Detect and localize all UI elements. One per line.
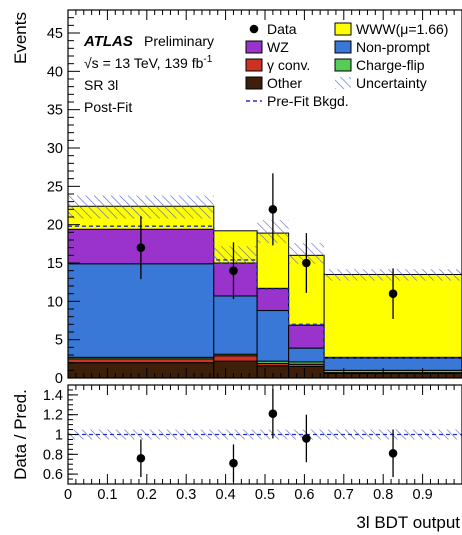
ratio-point <box>388 449 398 458</box>
ratio-y-tick-label: 0.6 <box>43 467 63 483</box>
y-tick-label: 45 <box>47 26 63 42</box>
legend-label: Uncertainty <box>356 75 427 91</box>
region-text: SR 3l <box>84 77 118 93</box>
energy-lumi-main: √s = 13 TeV, 139 fb <box>84 55 204 71</box>
ratio-panel: 0.6 0.8 1 1.2 1.4 0 0.1 0.2 0.3 0.4 0.5 0.6 0.7 0.8 0.… <box>11 384 462 532</box>
preliminary-text: Preliminary <box>144 33 214 49</box>
legend-label: Pre-Fit Bkgd. <box>267 93 349 109</box>
ratio-point <box>136 453 146 463</box>
ratio-y-tick-label: 1.2 <box>43 408 63 424</box>
x-axis-title: 3l BDT output <box>356 513 460 532</box>
legend-label: Non-prompt <box>356 39 430 55</box>
x-tick-label: 0.5 <box>255 487 275 503</box>
legend-swatch <box>245 40 263 54</box>
x-tick-label: 0 <box>64 487 72 503</box>
atlas-label: ATLAS Preliminary √s = 13 TeV, 139 fb-1 … <box>83 33 214 115</box>
data-point <box>388 289 398 298</box>
ratio-point <box>268 409 278 419</box>
legend-label: WZ <box>267 39 289 55</box>
stack-bar-nonprompt <box>67 263 215 358</box>
uncertainty-band <box>213 246 258 269</box>
legend-swatch <box>245 76 263 90</box>
fit-text: Post-Fit <box>84 99 132 115</box>
stack-bar-conv <box>67 358 215 364</box>
stack-bar-other <box>67 362 215 379</box>
legend-label: Charge-flip <box>356 57 425 73</box>
legend-swatch <box>334 58 352 72</box>
y-tick-label: 0 <box>55 371 63 387</box>
y-tick-label: 5 <box>55 333 63 349</box>
y-tick-label: 30 <box>47 141 63 157</box>
ratio-y-tick-label: 1 <box>55 428 63 444</box>
x-tick-label: 0.4 <box>216 487 236 503</box>
stack-bar-nonprompt <box>323 357 462 371</box>
legend-label: WWW(μ=1.66) <box>356 21 448 37</box>
legend: Data WWW(μ=1.66) WZ Non-prompt γ conv. Charge… <box>245 21 448 109</box>
legend-label: γ conv. <box>267 57 310 73</box>
data-point <box>229 266 238 275</box>
ratio-y-tick-label: 1.4 <box>43 388 63 404</box>
stack-bar-nonprompt <box>288 347 325 363</box>
stack-bar-other <box>213 360 258 379</box>
ratio-y-tick-label: 0.8 <box>43 447 63 463</box>
x-tick-label: 0.7 <box>334 487 354 503</box>
x-tick-label: 0.3 <box>176 487 196 503</box>
stack-bar-other <box>288 366 325 379</box>
y-tick-label: 15 <box>47 256 63 272</box>
x-tick-label: 0.2 <box>137 487 157 503</box>
stack-bar-nonprompt <box>213 295 258 355</box>
stack-bar-nonprompt <box>256 310 290 362</box>
stack-bar-conv <box>213 355 258 362</box>
y-tick-label: 25 <box>47 179 63 195</box>
energy-lumi-sup: -1 <box>203 54 212 65</box>
prefit-bkgd-line <box>68 225 462 359</box>
x-tick-label: 0.6 <box>294 487 314 503</box>
ratio-point <box>229 458 238 468</box>
y-tick-label: 40 <box>47 64 63 80</box>
stack-bar-other <box>323 372 462 379</box>
data-point <box>268 205 278 214</box>
y-tick-label: 35 <box>47 103 63 119</box>
energy-lumi-text: √s = 13 TeV, 139 fb-1 <box>84 54 213 71</box>
ratio-y-axis-title: Data / Pred. <box>11 389 30 480</box>
data-point <box>302 258 311 268</box>
legend-label: Data <box>267 21 297 37</box>
legend-swatch <box>334 40 352 54</box>
y-axis-title: Events <box>11 12 30 64</box>
legend-data-marker <box>249 24 259 34</box>
y-tick-label: 20 <box>47 218 63 234</box>
uncertainty-band <box>68 195 214 219</box>
legend-swatch <box>245 58 263 72</box>
stack-bar-wz <box>256 287 290 312</box>
y-tick-label: 10 <box>47 294 63 310</box>
legend-hatch-swatch <box>335 77 351 89</box>
atlas-text: ATLAS <box>83 33 133 50</box>
x-tick-label: 0.1 <box>97 487 117 503</box>
stack-bar-wz <box>288 324 325 349</box>
legend-swatch <box>334 22 352 36</box>
main-panel: 0 5 10 15 20 25 30 35 40 45 Events <box>11 9 462 387</box>
x-tick-label: 0.8 <box>373 487 393 503</box>
ratio-point <box>302 434 311 443</box>
data-point <box>136 243 146 252</box>
legend-label: Other <box>267 75 302 91</box>
x-tick-label: 0.9 <box>413 487 433 503</box>
